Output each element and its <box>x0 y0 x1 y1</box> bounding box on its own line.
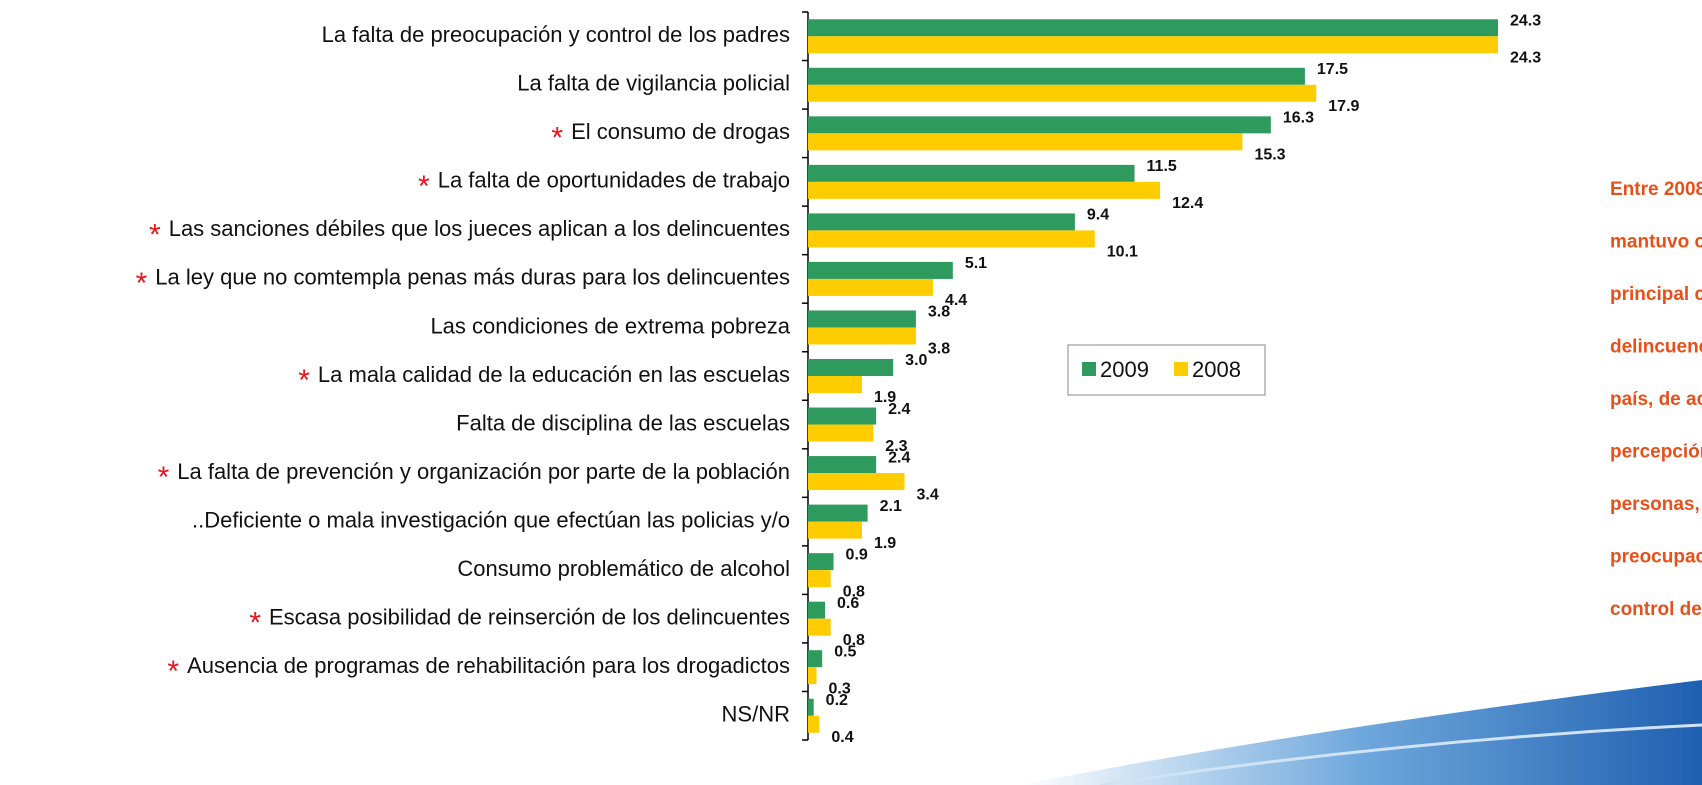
bar <box>808 456 876 473</box>
category-label: La falta de prevención y organización po… <box>177 459 790 484</box>
annotation-text: control de lo <box>1610 599 1702 620</box>
value-label: 0.6 <box>837 595 859 612</box>
bar <box>808 310 916 327</box>
value-label: 3.8 <box>928 341 950 358</box>
value-label: 17.9 <box>1328 98 1359 115</box>
value-label: 1.9 <box>874 535 896 552</box>
category-label: Ausencia de programas de rehabilitación … <box>187 653 790 678</box>
category-label: La falta de oportunidades de trabajo <box>438 168 790 193</box>
bar <box>808 667 817 684</box>
bar <box>808 68 1305 85</box>
annotation-text: preocupación <box>1610 547 1702 568</box>
category-label: La ley que no comtempla penas más duras … <box>155 265 790 290</box>
bar <box>808 85 1316 102</box>
category-marker: * <box>418 170 430 203</box>
annotation-text: principal cau <box>1610 284 1702 305</box>
category-label: Consumo problemático de alcohol <box>457 556 790 581</box>
bar <box>808 36 1498 53</box>
category-marker: * <box>298 364 310 397</box>
bar <box>808 570 831 587</box>
bar <box>808 116 1271 133</box>
category-label: La falta de preocupación y control de lo… <box>322 22 790 47</box>
value-label: 10.1 <box>1107 244 1138 261</box>
annotation-text: Entre 2008 y <box>1610 179 1702 200</box>
bar <box>808 716 819 733</box>
annotation-text: país, de acue <box>1610 389 1702 410</box>
annotation-text: mantuvo com <box>1610 232 1702 253</box>
category-label: ..Deficiente o mala investigación que ef… <box>192 507 790 532</box>
category-label: Las condiciones de extrema pobreza <box>430 313 790 338</box>
value-label: 12.4 <box>1172 195 1203 212</box>
category-label: Falta de disciplina de las escuelas <box>456 410 790 435</box>
category-marker: * <box>551 121 563 154</box>
annotation-text: percepción d <box>1610 442 1702 463</box>
bar <box>808 619 831 636</box>
bar <box>808 425 873 442</box>
value-label: 0.9 <box>846 546 868 563</box>
value-label: 2.4 <box>888 401 910 418</box>
bar <box>808 522 862 539</box>
value-label: 15.3 <box>1254 147 1285 164</box>
value-label: 3.8 <box>928 304 950 321</box>
bar <box>808 602 825 619</box>
bar <box>808 408 876 425</box>
legend-label: 2008 <box>1192 357 1241 382</box>
category-marker: * <box>136 267 148 300</box>
bar <box>808 230 1095 247</box>
value-label: 0.4 <box>831 729 853 746</box>
bar <box>808 327 916 344</box>
legend-label: 2009 <box>1100 357 1149 382</box>
category-marker: * <box>149 218 161 251</box>
chart: La falta de preocupación y control de lo… <box>0 0 1702 785</box>
category-marker: * <box>158 461 170 494</box>
value-label: 0.5 <box>834 643 856 660</box>
bar <box>808 279 933 296</box>
bar <box>808 359 893 376</box>
value-label: 11.5 <box>1147 158 1177 175</box>
category-label: El consumo de drogas <box>571 119 790 144</box>
category-label: Las sanciones débiles que los jueces apl… <box>169 216 790 241</box>
value-label: 5.1 <box>965 255 987 272</box>
category-label: Escasa posibilidad de reinserción de los… <box>269 604 790 629</box>
bar <box>808 213 1075 230</box>
bar <box>808 650 822 667</box>
category-label: La falta de vigilancia policial <box>517 71 790 96</box>
category-marker: * <box>249 607 261 640</box>
bar <box>808 182 1160 199</box>
legend-swatch <box>1174 362 1188 376</box>
decorative-swoosh <box>1020 680 1702 785</box>
bar <box>808 133 1242 150</box>
value-label: 2.4 <box>888 449 910 466</box>
value-label: 2.1 <box>880 498 902 515</box>
value-label: 17.5 <box>1317 61 1348 78</box>
value-label: 9.4 <box>1087 207 1109 224</box>
value-label: 3.4 <box>917 486 939 503</box>
bar <box>808 262 953 279</box>
value-label: 0.2 <box>826 692 848 709</box>
value-label: 16.3 <box>1283 110 1314 127</box>
legend-swatch <box>1082 362 1096 376</box>
bar <box>808 553 834 570</box>
category-marker: * <box>167 655 179 688</box>
bar <box>808 376 862 393</box>
bar <box>808 505 868 522</box>
value-label: 24.3 <box>1510 49 1541 66</box>
category-label: La mala calidad de la educación en las e… <box>318 362 790 387</box>
bar <box>808 473 905 490</box>
value-label: 3.0 <box>905 352 927 369</box>
annotation-text: personas, la <box>1610 494 1702 515</box>
value-label: 24.3 <box>1510 12 1541 29</box>
category-label: NS/NR <box>722 702 790 727</box>
annotation-text: delincuencia <box>1610 337 1702 358</box>
bar <box>808 165 1135 182</box>
bar <box>808 699 814 716</box>
bar <box>808 19 1498 36</box>
